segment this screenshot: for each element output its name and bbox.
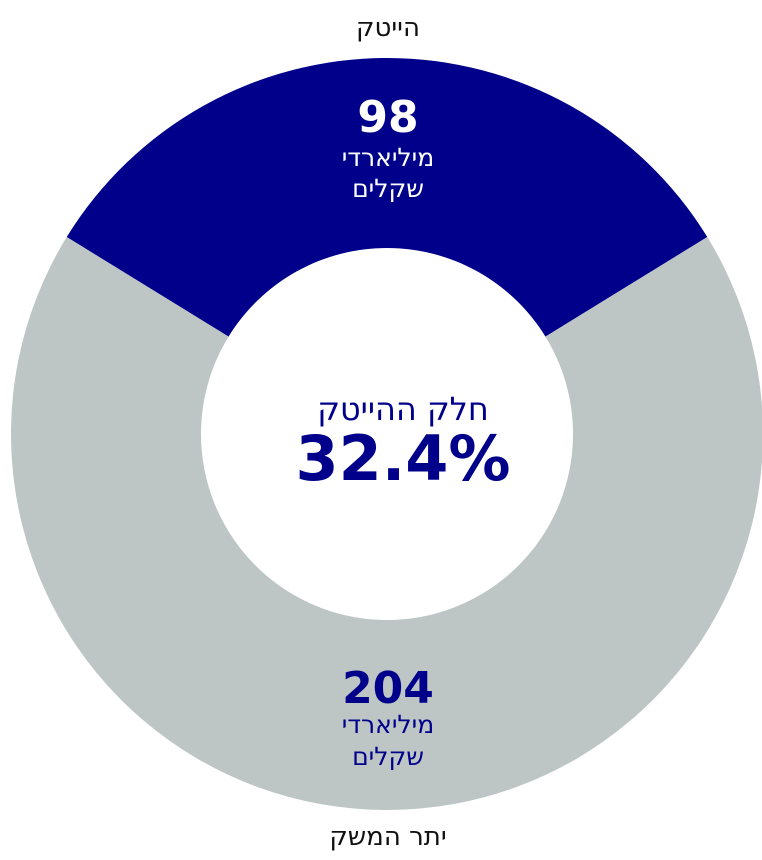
value-label-hitech: 98 bbox=[357, 92, 418, 143]
value-label-rest: 204 bbox=[342, 663, 434, 714]
center-label: חלק ההייטק bbox=[317, 390, 489, 428]
unit-label-rest-line2: שקלים bbox=[352, 742, 424, 771]
unit-label-rest-line1: מיליארדי bbox=[342, 710, 434, 739]
center-value: 32.4% bbox=[295, 422, 510, 495]
category-label-rest: יתר המשק bbox=[329, 822, 446, 852]
slice-rest-of-economy bbox=[11, 237, 762, 810]
unit-label-hitech-line2: שקלים bbox=[352, 174, 424, 203]
slice-hitech bbox=[66, 57, 708, 337]
slices-group bbox=[11, 57, 762, 810]
category-label-hitech: הייטק bbox=[356, 13, 420, 43]
unit-label-hitech-line1: מיליארדי bbox=[342, 143, 434, 172]
